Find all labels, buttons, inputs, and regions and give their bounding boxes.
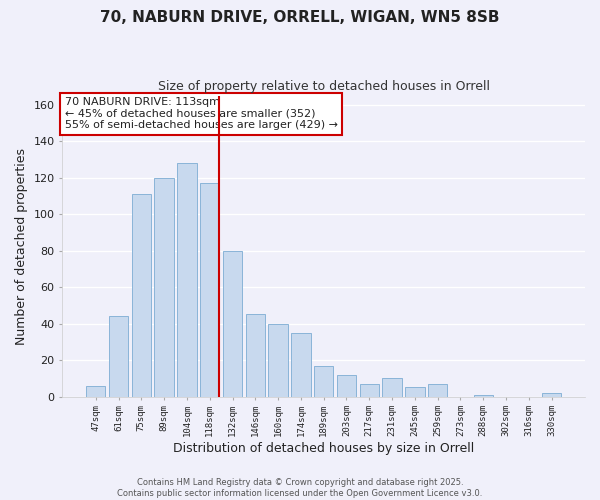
Bar [405, 388, 425, 396]
Bar [223, 250, 242, 396]
Bar [177, 163, 197, 396]
Text: 70, NABURN DRIVE, ORRELL, WIGAN, WN5 8SB: 70, NABURN DRIVE, ORRELL, WIGAN, WN5 8SB [100, 10, 500, 25]
Bar [268, 324, 288, 396]
Bar [314, 366, 334, 396]
Bar [154, 178, 174, 396]
Bar [359, 384, 379, 396]
Bar [542, 393, 561, 396]
Bar [291, 332, 311, 396]
Title: Size of property relative to detached houses in Orrell: Size of property relative to detached ho… [158, 80, 490, 93]
Bar [428, 384, 447, 396]
Bar [109, 316, 128, 396]
Bar [200, 183, 220, 396]
X-axis label: Distribution of detached houses by size in Orrell: Distribution of detached houses by size … [173, 442, 474, 455]
Bar [473, 394, 493, 396]
Y-axis label: Number of detached properties: Number of detached properties [15, 148, 28, 344]
Bar [382, 378, 402, 396]
Bar [245, 314, 265, 396]
Text: Contains HM Land Registry data © Crown copyright and database right 2025.
Contai: Contains HM Land Registry data © Crown c… [118, 478, 482, 498]
Bar [86, 386, 106, 396]
Bar [337, 374, 356, 396]
Text: 70 NABURN DRIVE: 113sqm
← 45% of detached houses are smaller (352)
55% of semi-d: 70 NABURN DRIVE: 113sqm ← 45% of detache… [65, 97, 338, 130]
Bar [131, 194, 151, 396]
